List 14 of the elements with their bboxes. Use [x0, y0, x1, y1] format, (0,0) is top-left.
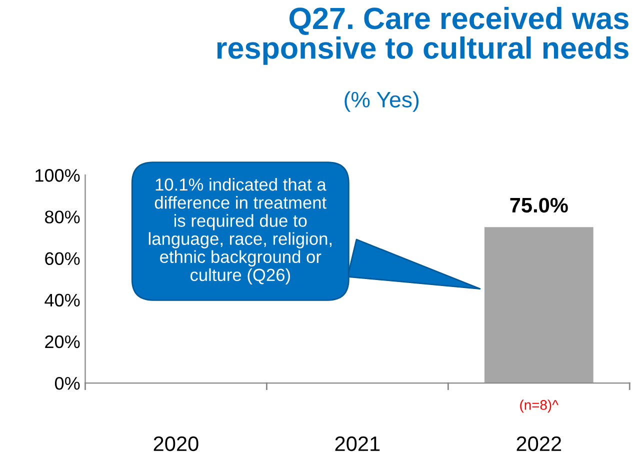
data-label: 75.0%: [510, 198, 568, 213]
x-tick-label: 2021: [335, 436, 380, 452]
chart-subtitle: (% Yes): [344, 91, 419, 112]
y-tick-label: 0%: [54, 376, 80, 390]
y-tick-label: 20%: [45, 335, 80, 348]
y-tick-label: 40%: [44, 294, 80, 307]
text: (n=8)^: [520, 400, 558, 413]
y-tick-label: 80%: [45, 210, 80, 224]
annotation: 10.1% indicated that a difference in treatment is required due to language, race, religion, ethnic background or culture (Q26): [148, 178, 332, 285]
x-tick-label: 2022: [516, 436, 562, 452]
x-tick-label: 2020: [154, 436, 198, 452]
chart-title: Q27. Care received was responsive to cultural needs: [217, 6, 628, 65]
y-tick-label: 100%: [36, 169, 80, 182]
y-tick-label: 60%: [45, 252, 80, 265]
